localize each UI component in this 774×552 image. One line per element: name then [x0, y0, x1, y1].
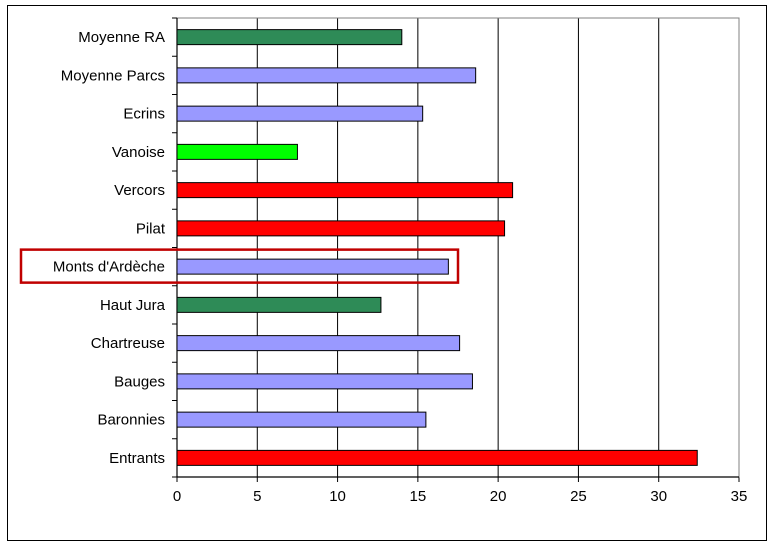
- plot-area-border: [176, 17, 740, 478]
- category-label: Baronnies: [97, 412, 165, 429]
- category-label: Chartreuse: [91, 335, 165, 352]
- bar: [176, 67, 477, 84]
- x-tick-label: 10: [329, 488, 346, 505]
- category-label: Pilat: [136, 220, 166, 237]
- x-tick-label: 0: [173, 488, 181, 505]
- bar: [176, 29, 403, 46]
- bar: [176, 373, 473, 390]
- bar: [176, 105, 424, 122]
- bar: [176, 143, 298, 160]
- x-tick-label: 15: [410, 488, 427, 505]
- x-tick-label: 35: [731, 488, 748, 505]
- category-label: Moyenne RA: [78, 29, 165, 46]
- x-tick-label: 20: [490, 488, 507, 505]
- bar: [176, 220, 506, 237]
- bar: [176, 182, 514, 199]
- category-label: Moyenne Parcs: [61, 67, 165, 84]
- bar: [176, 449, 698, 466]
- category-label: Ecrins: [123, 106, 165, 123]
- bar: [176, 335, 461, 352]
- category-label: Haut Jura: [100, 297, 166, 314]
- bar: [176, 258, 449, 275]
- highlight-box: [19, 248, 460, 284]
- bar: [176, 411, 427, 428]
- category-label: Vercors: [114, 182, 165, 199]
- bar: [176, 296, 382, 313]
- category-label: Vanoise: [112, 144, 165, 161]
- category-label: Monts d'Ardèche: [53, 259, 165, 276]
- category-label: Entrants: [109, 450, 165, 467]
- category-label: Bauges: [114, 373, 165, 390]
- x-tick-label: 30: [650, 488, 667, 505]
- x-tick-label: 5: [253, 488, 261, 505]
- x-tick-label: 25: [570, 488, 587, 505]
